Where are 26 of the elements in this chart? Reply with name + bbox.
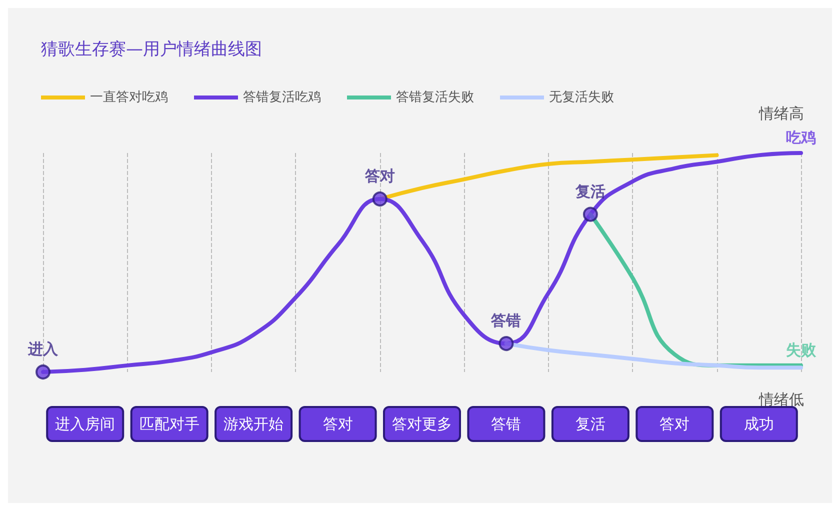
annotation: 进入 (27, 340, 59, 358)
annotation: 复活 (574, 182, 606, 200)
x-tick-label: 答对 (322, 415, 353, 433)
legend-label: 答错复活失败 (396, 90, 474, 105)
legend-label: 无复活失败 (549, 90, 614, 105)
x-tick-label: 答对 (660, 415, 690, 433)
annotation: 失败 (786, 340, 817, 359)
legend-label: 答错复活吃鸡 (243, 90, 321, 105)
x-tick-label: 匹配对手 (139, 415, 200, 433)
x-tick-label: 成功 (744, 415, 774, 433)
text: 情绪高 (758, 104, 804, 122)
annotation: 答对 (364, 166, 395, 185)
chart-title: 猜歌生存赛—用户情绪曲线图 (41, 40, 262, 60)
legend-label: 一直答对吃鸡 (90, 90, 168, 105)
point (498, 336, 514, 352)
point (582, 206, 598, 222)
x-tick-label: 进入房间 (55, 415, 116, 433)
point (372, 191, 388, 206)
annotation: 吃鸡 (786, 128, 816, 146)
x-tick-label: 复活 (575, 415, 606, 433)
x-tick-label: 游戏开始 (224, 415, 284, 433)
x-tick-label: 答错 (491, 415, 522, 433)
point (36, 364, 50, 380)
annotation: 答错 (490, 312, 522, 330)
text: 情绪低 (758, 390, 804, 408)
x-tick-label: 答对更多 (392, 415, 452, 433)
